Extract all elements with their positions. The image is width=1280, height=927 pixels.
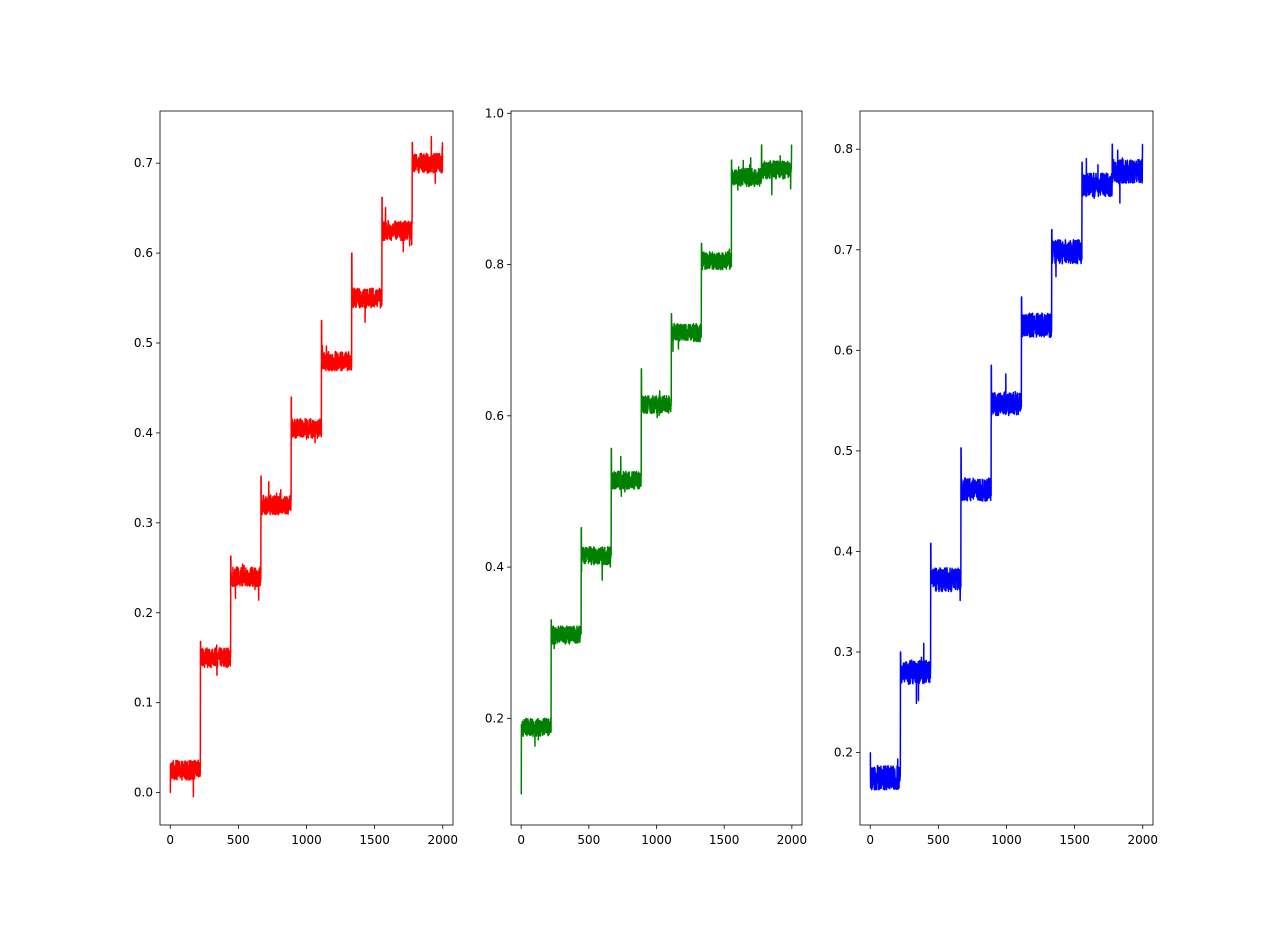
x-tick-label: 2000 xyxy=(428,833,459,847)
y-tick-label: 0.6 xyxy=(485,409,504,423)
y-tick-label: 1.0 xyxy=(485,106,504,120)
y-tick-label: 0.3 xyxy=(134,516,153,530)
series-line xyxy=(520,144,793,795)
y-tick-label: 0.8 xyxy=(834,142,853,156)
y-tick-label: 0.5 xyxy=(134,336,153,350)
x-tick-label: 2000 xyxy=(1128,833,1159,847)
x-tick-label: 1000 xyxy=(291,833,322,847)
y-tick-label: 0.2 xyxy=(134,606,153,620)
y-tick-label: 0.2 xyxy=(485,711,504,725)
x-tick-label: 500 xyxy=(227,833,250,847)
subplot-red: 0 500 1000 1500 2000 0.0 0.1 0.2 0.3 0.4 0.5 0.6 0.7 xyxy=(134,110,459,847)
x-tick-label: 500 xyxy=(927,833,950,847)
y-tick-label: 0.4 xyxy=(834,544,853,558)
y-tick-label: 0.1 xyxy=(134,696,153,710)
y-tick-label: 0.6 xyxy=(834,343,853,357)
series-line xyxy=(869,143,1144,791)
series-line xyxy=(169,135,444,798)
y-tick-label: 0.4 xyxy=(134,426,153,440)
x-tick-label: 0 xyxy=(517,833,525,847)
x-tick-label: 1500 xyxy=(709,833,740,847)
x-tick-label: 0 xyxy=(166,833,174,847)
x-tick-label: 1000 xyxy=(991,833,1022,847)
x-tick-label: 0 xyxy=(866,833,874,847)
y-tick-label: 0.5 xyxy=(834,444,853,458)
y-tick-label: 0.6 xyxy=(134,246,153,260)
x-tick-label: 500 xyxy=(577,833,600,847)
y-tick-label: 0.8 xyxy=(485,258,504,272)
x-tick-label: 1500 xyxy=(1059,833,1090,847)
y-tick-label: 0.2 xyxy=(834,746,853,760)
x-tick-label: 1500 xyxy=(359,833,390,847)
y-tick-label: 0.7 xyxy=(134,156,153,170)
y-tick-label: 0.3 xyxy=(834,645,853,659)
y-tick-label: 0.7 xyxy=(834,243,853,257)
y-tick-label: 0.0 xyxy=(134,786,153,800)
subplot-green: 0 500 1000 1500 2000 0.2 0.4 0.6 0.8 1.0 xyxy=(485,106,807,847)
y-tick-label: 0.4 xyxy=(485,560,504,574)
x-tick-label: 2000 xyxy=(777,833,808,847)
x-tick-label: 1000 xyxy=(641,833,672,847)
subplot-blue: 0 500 1000 1500 2000 0.2 0.3 0.4 0.5 0.6 0.7 0.8 xyxy=(834,110,1159,847)
